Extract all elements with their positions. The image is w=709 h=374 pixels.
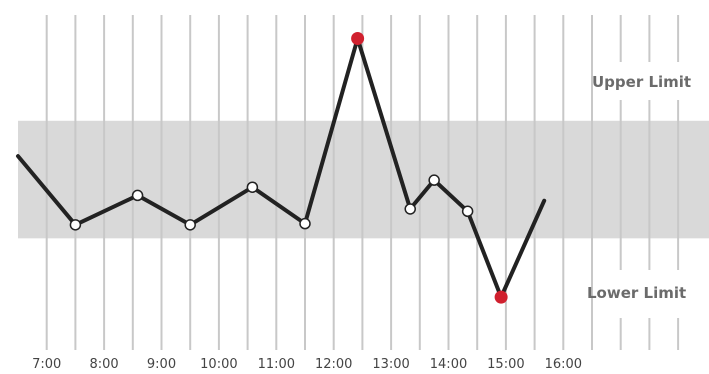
upper-limit-label: Upper Limit — [592, 73, 691, 91]
limit-band — [18, 120, 709, 239]
x-tick-label: 9:00 — [147, 357, 176, 372]
data-point — [404, 203, 416, 215]
x-tick-label: 13:00 — [372, 357, 409, 372]
out-of-limit-point — [494, 290, 508, 304]
data-point — [69, 219, 82, 231]
out-of-limit-point — [351, 32, 365, 46]
x-tick-label: 8:00 — [89, 357, 118, 372]
data-point — [461, 205, 474, 218]
x-tick-label: 10:00 — [200, 357, 237, 372]
data-point — [299, 217, 311, 230]
data-point — [246, 181, 259, 193]
x-tick-label: 11:00 — [258, 357, 295, 372]
data-point — [428, 174, 440, 186]
x-tick-label: 15:00 — [487, 357, 524, 372]
gridlines — [45, 15, 680, 350]
data-point — [131, 189, 144, 202]
x-tick-label: 16:00 — [545, 357, 582, 372]
x-tick-label: 7:00 — [32, 357, 61, 372]
lower-limit-label: Lower Limit — [587, 284, 686, 302]
data-points — [69, 32, 508, 304]
x-tick-label: 12:00 — [315, 357, 352, 372]
x-tick-label: 14:00 — [430, 357, 467, 372]
series-line — [16, 36, 547, 300]
x-axis-tick-labels: 7:00 8:00 9:00 10:00 11:00 12:00 13:00 14:00 15:… — [32, 357, 582, 372]
data-point — [184, 219, 196, 231]
